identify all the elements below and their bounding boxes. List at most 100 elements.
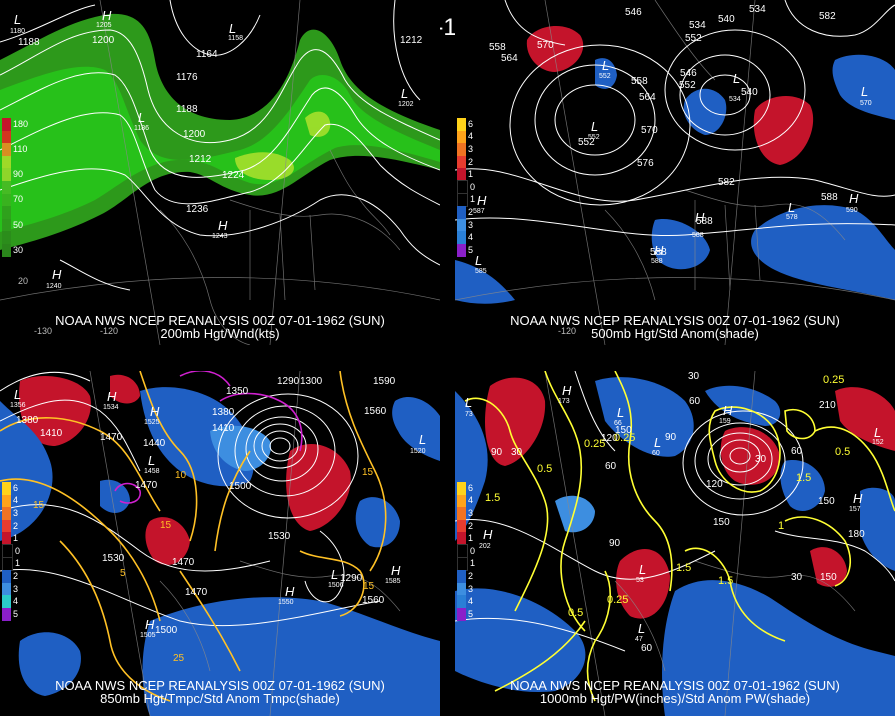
- legend-swatch: [457, 218, 466, 232]
- legend-entry: 4: [2, 595, 40, 608]
- panel-200mb: 1188 1200 1164 1176 1188 1200 1212 1224 …: [0, 0, 440, 345]
- legend-label: 5: [468, 244, 474, 255]
- pw-label: 0.5: [835, 446, 850, 458]
- legend-label: 50: [13, 219, 24, 230]
- legend-entry: 6: [457, 118, 495, 131]
- hl-value: 1243: [212, 233, 228, 240]
- legend-entry: 2: [2, 570, 40, 583]
- contour-label: 1560: [364, 406, 387, 417]
- hl-letter: H: [477, 193, 487, 208]
- legend-swatch: [2, 193, 11, 207]
- hl-letter: L: [465, 395, 472, 410]
- pw-label: 0.25: [607, 594, 628, 606]
- hl-letter: H: [723, 403, 733, 418]
- hl-value: 173: [558, 398, 570, 405]
- legend-entry: 4: [457, 595, 495, 608]
- hl-value: 73: [465, 411, 473, 418]
- hl-value: 53: [636, 577, 644, 584]
- legend-entry: 3: [457, 218, 495, 232]
- contour-label: 570: [537, 40, 554, 51]
- hl-value: 1240: [46, 283, 62, 290]
- contour-label: 540: [718, 14, 735, 25]
- hl-letter: H: [391, 563, 401, 578]
- contour-label: 1350: [226, 386, 249, 397]
- legend-label: 6: [468, 482, 474, 493]
- contour-label: 1410: [40, 428, 63, 439]
- legend-label: 180: [13, 118, 29, 129]
- legend-swatch: [2, 218, 11, 232]
- contour-label: 1380: [212, 407, 235, 418]
- legend-swatch: [457, 507, 466, 520]
- hl-value: 534: [729, 96, 741, 103]
- legend-label: 5: [468, 608, 474, 619]
- legend-entry: 3: [457, 143, 495, 156]
- height-contours: [0, 0, 440, 291]
- hl-letter: L: [229, 21, 236, 36]
- height-contours: [455, 0, 895, 237]
- legend-entry: 5: [2, 607, 40, 621]
- legend-entry: 1: [457, 532, 495, 545]
- freezing-contour: [114, 371, 303, 504]
- legend-swatch: [457, 532, 466, 545]
- contour-label: 150: [615, 425, 632, 436]
- hl-value: 588: [692, 232, 704, 239]
- hl-value: 60: [652, 450, 660, 457]
- contour-label: 90: [609, 538, 621, 549]
- contour-label: 150: [818, 496, 835, 507]
- hl-value: 1180: [10, 28, 25, 35]
- temperature-contours: [0, 371, 387, 702]
- hl-value: 152: [872, 439, 884, 446]
- legend-entry: 1: [457, 556, 495, 572]
- legend-swatch: [2, 507, 11, 520]
- legend-swatch: [2, 582, 11, 596]
- contour-label: 90: [491, 447, 503, 458]
- hl-letter: L: [602, 58, 609, 73]
- hl-letter: L: [861, 84, 868, 99]
- legend-entry: 30: [2, 243, 40, 257]
- hl-value: 1202: [398, 101, 414, 108]
- hl-letter: L: [138, 110, 145, 125]
- contour-label: 588: [821, 192, 838, 203]
- anomaly-shading: [455, 25, 895, 304]
- contour-label: 1212: [189, 154, 212, 165]
- hl-value: 157: [849, 506, 861, 513]
- contour-label: 1200: [183, 129, 206, 140]
- hl-value: 47: [635, 636, 643, 643]
- hl-letter: H: [107, 389, 117, 404]
- legend-entry: 70: [2, 193, 40, 207]
- contour-label: 1470: [100, 432, 123, 443]
- geo-lines: [544, 371, 856, 716]
- contour-label: 180: [848, 529, 865, 540]
- legend-swatch: [2, 494, 11, 508]
- pw-label: 0.25: [584, 438, 605, 450]
- map-850mb: 1290 1350 1590 1380 1410 1470 1440 1380 …: [0, 371, 440, 716]
- legend-swatch: [457, 570, 466, 583]
- contour-label: 582: [819, 11, 836, 22]
- legend-entry: 2: [457, 570, 495, 583]
- hl-letter: H: [483, 527, 493, 542]
- hl-letter: L: [638, 621, 645, 636]
- contour-label: 1212: [400, 35, 423, 46]
- hl-value: 590: [846, 207, 858, 214]
- legend-swatch: [457, 168, 466, 181]
- legend-entry: [2, 155, 40, 169]
- legend-swatch: [457, 130, 466, 144]
- contour-label: 210: [819, 400, 836, 411]
- legend-label: 3: [468, 219, 474, 230]
- legend-entry: 110: [2, 143, 40, 156]
- map-200mb: 1188 1200 1164 1176 1188 1200 1212 1224 …: [0, 0, 440, 345]
- hl-value: 1506: [328, 582, 344, 589]
- hl-letter: H: [853, 491, 863, 506]
- pw-label: 1.5: [485, 492, 500, 504]
- hl-letter: H: [849, 191, 859, 206]
- legend-label: 6: [468, 118, 474, 129]
- legend-entry: 3: [2, 582, 40, 596]
- contour-label: 558: [489, 42, 506, 53]
- legend-entry: 6: [2, 482, 40, 495]
- contour-label: 1200: [92, 35, 115, 46]
- lon-label: -120: [100, 326, 118, 336]
- temp-label: 15: [363, 581, 375, 592]
- legend-label: 2: [468, 206, 474, 217]
- contour-label: 552: [679, 80, 696, 91]
- legend-entry: 6: [457, 482, 495, 495]
